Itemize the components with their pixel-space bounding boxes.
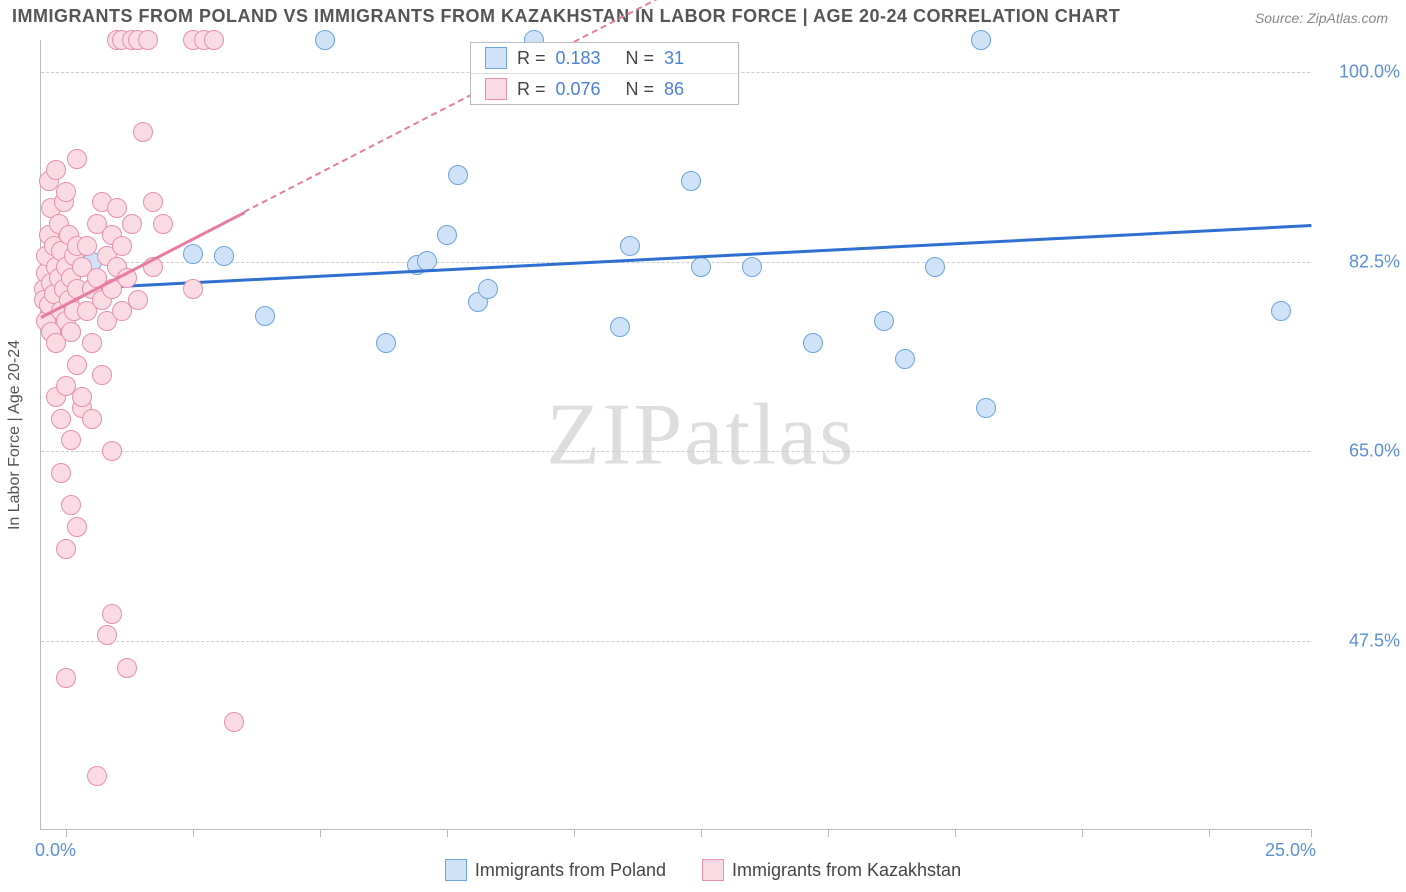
data-point (128, 290, 148, 310)
data-point (448, 165, 468, 185)
y-tick-label: 65.0% (1320, 441, 1400, 462)
chart-title: IMMIGRANTS FROM POLAND VS IMMIGRANTS FRO… (12, 6, 1120, 27)
data-point (97, 625, 117, 645)
legend-swatch (485, 78, 507, 100)
data-point (133, 122, 153, 142)
data-point (376, 333, 396, 353)
stat-r-value: 0.076 (556, 79, 616, 100)
data-point (224, 712, 244, 732)
x-tick (66, 829, 67, 837)
gridline (41, 451, 1310, 452)
data-point (82, 333, 102, 353)
data-point (874, 311, 894, 331)
data-point (61, 495, 81, 515)
data-point (92, 365, 112, 385)
y-tick-label: 47.5% (1320, 630, 1400, 651)
data-point (610, 317, 630, 337)
stat-r-value: 0.183 (556, 48, 616, 69)
trend-line (244, 0, 1312, 213)
data-point (183, 244, 203, 264)
x-axis-min-label: 0.0% (35, 840, 76, 861)
data-point (742, 257, 762, 277)
data-point (925, 257, 945, 277)
data-point (87, 766, 107, 786)
legend-swatch (445, 859, 467, 881)
stat-n-label: N = (626, 48, 655, 69)
x-tick (955, 829, 956, 837)
x-tick (1082, 829, 1083, 837)
stats-legend: R = 0.183 N = 31 R = 0.076 N = 86 (470, 42, 739, 105)
legend-swatch (485, 47, 507, 69)
source-label: Source: ZipAtlas.com (1255, 10, 1388, 26)
data-point (56, 539, 76, 559)
data-point (51, 409, 71, 429)
y-tick-label: 82.5% (1320, 251, 1400, 272)
y-tick-label: 100.0% (1320, 62, 1400, 83)
x-tick (574, 829, 575, 837)
data-point (138, 30, 158, 50)
x-tick (828, 829, 829, 837)
data-point (214, 246, 234, 266)
data-point (72, 387, 92, 407)
data-point (117, 658, 137, 678)
x-tick (320, 829, 321, 837)
data-point (183, 279, 203, 299)
data-point (620, 236, 640, 256)
stat-r-label: R = (517, 79, 546, 100)
data-point (204, 30, 224, 50)
data-point (417, 251, 437, 271)
data-point (61, 430, 81, 450)
data-point (67, 517, 87, 537)
legend-swatch (702, 859, 724, 881)
data-point (61, 322, 81, 342)
series-legend: Immigrants from Poland Immigrants from Ka… (0, 859, 1406, 886)
data-point (77, 236, 97, 256)
watermark: ZIPatlas (546, 384, 855, 485)
stats-legend-row: R = 0.076 N = 86 (471, 74, 738, 104)
data-point (437, 225, 457, 245)
data-point (1271, 301, 1291, 321)
stats-legend-row: R = 0.183 N = 31 (471, 43, 738, 74)
data-point (107, 198, 127, 218)
data-point (67, 355, 87, 375)
plot-area: In Labor Force | Age 20-24 ZIPatlas 0.0%… (40, 40, 1310, 830)
data-point (67, 149, 87, 169)
data-point (51, 463, 71, 483)
x-tick (701, 829, 702, 837)
data-point (315, 30, 335, 50)
x-tick (1209, 829, 1210, 837)
data-point (56, 668, 76, 688)
data-point (112, 236, 132, 256)
data-point (46, 160, 66, 180)
data-point (82, 409, 102, 429)
data-point (681, 171, 701, 191)
legend-item: Immigrants from Kazakhstan (702, 859, 961, 881)
data-point (255, 306, 275, 326)
data-point (143, 192, 163, 212)
data-point (102, 604, 122, 624)
data-point (976, 398, 996, 418)
data-point (478, 279, 498, 299)
data-point (122, 214, 142, 234)
x-tick (193, 829, 194, 837)
data-point (56, 182, 76, 202)
x-axis-max-label: 25.0% (1265, 840, 1316, 861)
data-point (102, 441, 122, 461)
gridline (41, 641, 1310, 642)
x-tick (1311, 829, 1312, 837)
stat-n-value: 31 (664, 48, 724, 69)
data-point (691, 257, 711, 277)
data-point (153, 214, 173, 234)
data-point (803, 333, 823, 353)
stat-r-label: R = (517, 48, 546, 69)
stat-n-label: N = (626, 79, 655, 100)
data-point (971, 30, 991, 50)
stat-n-value: 86 (664, 79, 724, 100)
x-tick (447, 829, 448, 837)
legend-label: Immigrants from Kazakhstan (732, 860, 961, 881)
data-point (895, 349, 915, 369)
legend-item: Immigrants from Poland (445, 859, 666, 881)
legend-label: Immigrants from Poland (475, 860, 666, 881)
y-axis-label: In Labor Force | Age 20-24 (6, 339, 24, 529)
